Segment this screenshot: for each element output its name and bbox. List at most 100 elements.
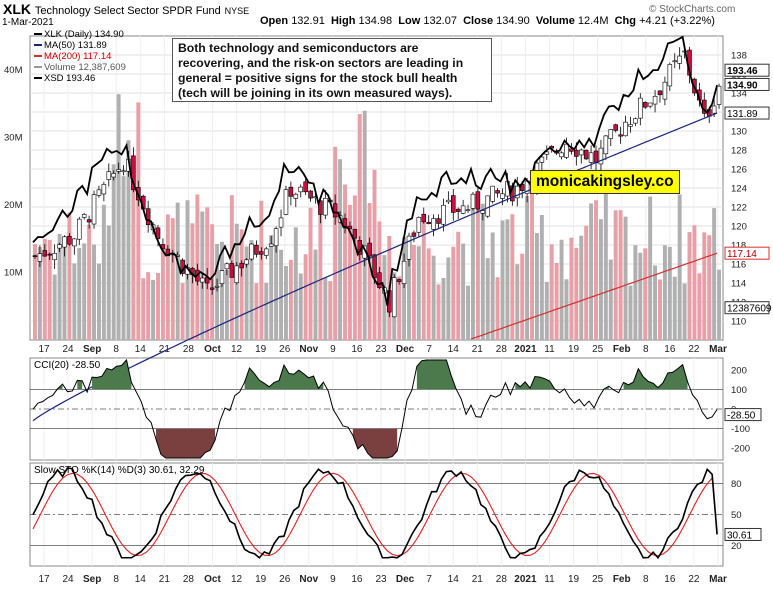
volume-bar <box>525 196 530 340</box>
candle-body <box>155 227 161 240</box>
cci-negative-fill <box>352 428 398 459</box>
x-tick-label-top: 19 <box>568 344 580 355</box>
candle-body <box>426 222 431 224</box>
candle-body <box>332 203 338 218</box>
x-tick-label-top: 28 <box>496 344 508 355</box>
price-tag-text: 193.46 <box>727 66 758 77</box>
xsd-line <box>32 35 718 306</box>
volume-bar <box>456 231 461 340</box>
candle-body <box>288 186 294 197</box>
candle-body <box>485 195 491 217</box>
volume-bar <box>515 264 520 340</box>
volume-bar <box>564 279 569 340</box>
volume-bar <box>283 266 288 340</box>
candle-body <box>652 95 658 105</box>
volume-bar <box>67 212 72 340</box>
price-tag <box>724 77 770 91</box>
x-tick-label-bottom: Feb <box>613 574 631 585</box>
candle-body <box>352 228 358 239</box>
volume-bar <box>87 224 92 340</box>
candle-body <box>475 191 481 210</box>
price-tick-label: 122 <box>731 203 747 214</box>
candle-body <box>239 262 244 269</box>
candle-body <box>249 243 254 260</box>
volume-bar <box>318 214 323 340</box>
candle-body <box>578 149 584 156</box>
x-tick-label-bottom: 21 <box>159 574 171 585</box>
cci-tag <box>724 408 762 422</box>
price-tick-label: 110 <box>731 317 746 328</box>
candle-body <box>436 218 441 224</box>
candle-body <box>638 97 643 119</box>
x-tick-label-top: 8 <box>643 344 649 355</box>
volume-bar <box>446 257 451 340</box>
candle-body <box>672 60 678 63</box>
price-tick-label: 124 <box>731 184 747 195</box>
candle-body <box>283 189 289 215</box>
volume-bar <box>160 247 165 340</box>
candle-body <box>564 143 569 158</box>
candle-body <box>514 185 520 199</box>
volume-bar <box>274 239 279 340</box>
volume-bar <box>653 265 658 340</box>
volume-bar <box>111 164 116 340</box>
volume-bar <box>62 243 67 340</box>
volume-bar <box>475 206 480 340</box>
volume-bar <box>451 246 456 340</box>
volume-bar <box>697 273 702 340</box>
x-tick-label-top: 21 <box>472 344 484 355</box>
volume-bar <box>239 229 244 340</box>
price-tick-label: 126 <box>731 165 747 176</box>
volume-bar <box>584 225 589 340</box>
x-tick-label-top: 17 <box>38 344 50 355</box>
volume-bar <box>343 184 347 340</box>
volume-bar <box>402 237 407 340</box>
volume-bar <box>362 110 367 341</box>
volume-bar <box>244 246 249 340</box>
volume-bar <box>264 282 269 340</box>
volume-bar <box>279 249 284 340</box>
legend-xlk: XLK (Daily) 134.90 <box>34 29 126 40</box>
volume-bar <box>692 225 697 340</box>
volume-bar <box>667 246 672 340</box>
candle-body <box>574 149 579 157</box>
candle-body <box>42 250 48 257</box>
volume-bar <box>608 259 613 340</box>
candle-body <box>490 185 495 202</box>
candle-body <box>254 244 259 255</box>
annotation-box: Both technology and semiconductors are r… <box>172 38 492 102</box>
volume-bar <box>712 208 717 340</box>
volume-bar <box>672 276 677 340</box>
volume-bar <box>495 277 500 340</box>
candle-body <box>465 209 471 212</box>
candle-body <box>224 263 230 270</box>
x-tick-label-top: Oct <box>204 344 221 355</box>
candle-body <box>598 147 604 165</box>
volume-tick-label: 20M <box>4 200 23 211</box>
candle-body <box>52 253 57 261</box>
volume-bar <box>141 278 146 340</box>
candle-body <box>431 218 436 230</box>
candle-body <box>116 169 121 172</box>
volume-bar <box>215 243 220 340</box>
candle-body <box>47 253 53 256</box>
copyright: © StockCharts.com <box>649 4 736 15</box>
volume-bar <box>648 196 653 340</box>
candle-body <box>455 208 461 212</box>
x-tick-label-top: 24 <box>63 344 75 355</box>
volume-bar <box>254 283 259 340</box>
candle-body <box>711 105 717 114</box>
volume-tick-label: 30M <box>4 132 23 143</box>
volume-bar <box>308 207 313 340</box>
price-tick-label: 128 <box>731 146 747 157</box>
candle-body <box>111 173 116 178</box>
volume-bar <box>441 278 446 340</box>
sto-tick-label: 20 <box>731 541 742 552</box>
candle-body <box>716 85 722 105</box>
price-tag <box>724 301 770 315</box>
x-tick-label-bottom: 14 <box>135 574 147 585</box>
cci-tag-text: -28.50 <box>727 411 756 422</box>
candle-body <box>588 152 594 163</box>
candle-body <box>106 171 112 180</box>
volume-bar <box>574 247 579 340</box>
